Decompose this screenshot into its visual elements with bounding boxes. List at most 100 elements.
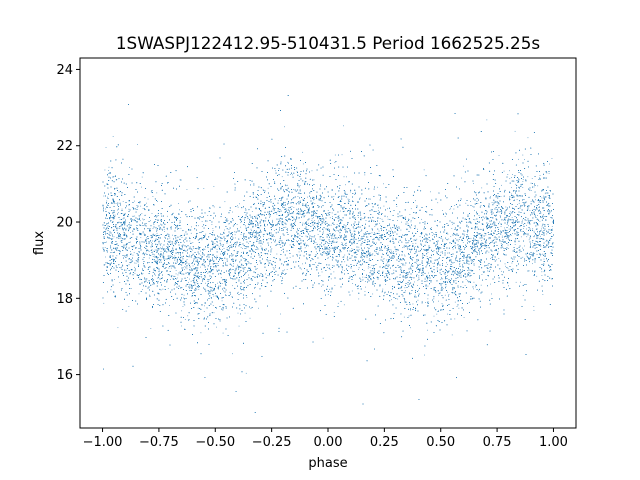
data-point (313, 217, 314, 219)
data-point (331, 223, 333, 224)
data-point (360, 230, 362, 232)
data-point (335, 213, 337, 215)
data-point (138, 293, 140, 295)
data-point (278, 220, 280, 222)
data-point (358, 250, 360, 252)
data-point (436, 313, 438, 315)
data-point (344, 261, 346, 263)
data-point (185, 267, 186, 269)
data-point (533, 186, 535, 188)
data-point (304, 216, 305, 217)
data-point (359, 197, 361, 199)
data-point (136, 205, 138, 206)
data-point (432, 235, 434, 236)
data-point (454, 271, 456, 273)
data-point (319, 275, 321, 277)
data-point (170, 267, 172, 269)
data-point (462, 242, 464, 243)
data-point (337, 302, 339, 304)
data-point (238, 291, 239, 293)
data-point (402, 235, 404, 236)
data-point (178, 203, 179, 204)
data-point (526, 228, 527, 230)
data-point (192, 293, 194, 294)
data-point (283, 191, 285, 193)
data-point (299, 228, 300, 229)
data-point (163, 228, 165, 230)
data-point (300, 268, 302, 270)
data-point (410, 327, 411, 329)
data-point (385, 259, 387, 261)
data-point (183, 269, 185, 270)
data-point (454, 301, 456, 303)
data-point (522, 295, 524, 296)
data-point (257, 284, 258, 285)
data-point (542, 253, 544, 255)
data-point (234, 275, 235, 276)
data-point (281, 214, 283, 216)
data-point (278, 220, 279, 222)
data-point (520, 231, 522, 232)
data-point (547, 195, 549, 196)
data-point (313, 199, 315, 200)
data-point (188, 248, 190, 250)
data-point (431, 271, 433, 273)
data-point (487, 223, 489, 225)
data-point (248, 274, 249, 276)
data-point (326, 229, 328, 231)
data-point (142, 208, 144, 209)
data-point (546, 233, 548, 235)
data-point (297, 185, 298, 187)
data-point (132, 254, 134, 256)
data-point (216, 271, 218, 272)
data-point (337, 255, 339, 257)
data-point (341, 220, 343, 222)
data-point (488, 234, 489, 235)
data-point (269, 262, 271, 264)
data-point (462, 251, 464, 253)
data-point (255, 266, 256, 268)
data-point (162, 248, 164, 250)
data-point (134, 262, 136, 264)
data-point (540, 235, 541, 237)
data-point (309, 255, 311, 256)
data-point (407, 225, 409, 226)
data-point (296, 208, 298, 210)
data-point (203, 260, 205, 261)
data-point (106, 200, 108, 202)
data-point (532, 263, 533, 265)
data-point (482, 223, 484, 225)
data-point (308, 245, 309, 247)
data-point (156, 230, 158, 231)
data-point (476, 242, 478, 243)
data-point (361, 279, 363, 281)
data-point (467, 270, 468, 271)
data-point (433, 250, 435, 251)
data-point (114, 214, 116, 216)
data-point (273, 230, 275, 231)
data-point (119, 227, 121, 229)
data-point (438, 249, 440, 251)
data-point (197, 307, 199, 309)
data-point (169, 242, 171, 243)
data-point (171, 276, 172, 278)
data-point (225, 217, 226, 218)
data-point (222, 332, 224, 334)
data-point (370, 198, 371, 200)
data-point (103, 302, 105, 304)
data-point (305, 244, 307, 246)
data-point (225, 295, 227, 296)
data-point (212, 263, 214, 265)
data-point (311, 240, 313, 242)
data-point (493, 237, 495, 239)
data-point (511, 187, 512, 189)
data-point (245, 216, 247, 218)
data-point (404, 264, 406, 266)
data-point (449, 259, 450, 261)
data-point (458, 239, 460, 240)
data-point (295, 220, 297, 222)
data-point (200, 254, 202, 256)
data-point (147, 238, 149, 240)
data-point (278, 268, 280, 270)
data-point (259, 275, 261, 277)
